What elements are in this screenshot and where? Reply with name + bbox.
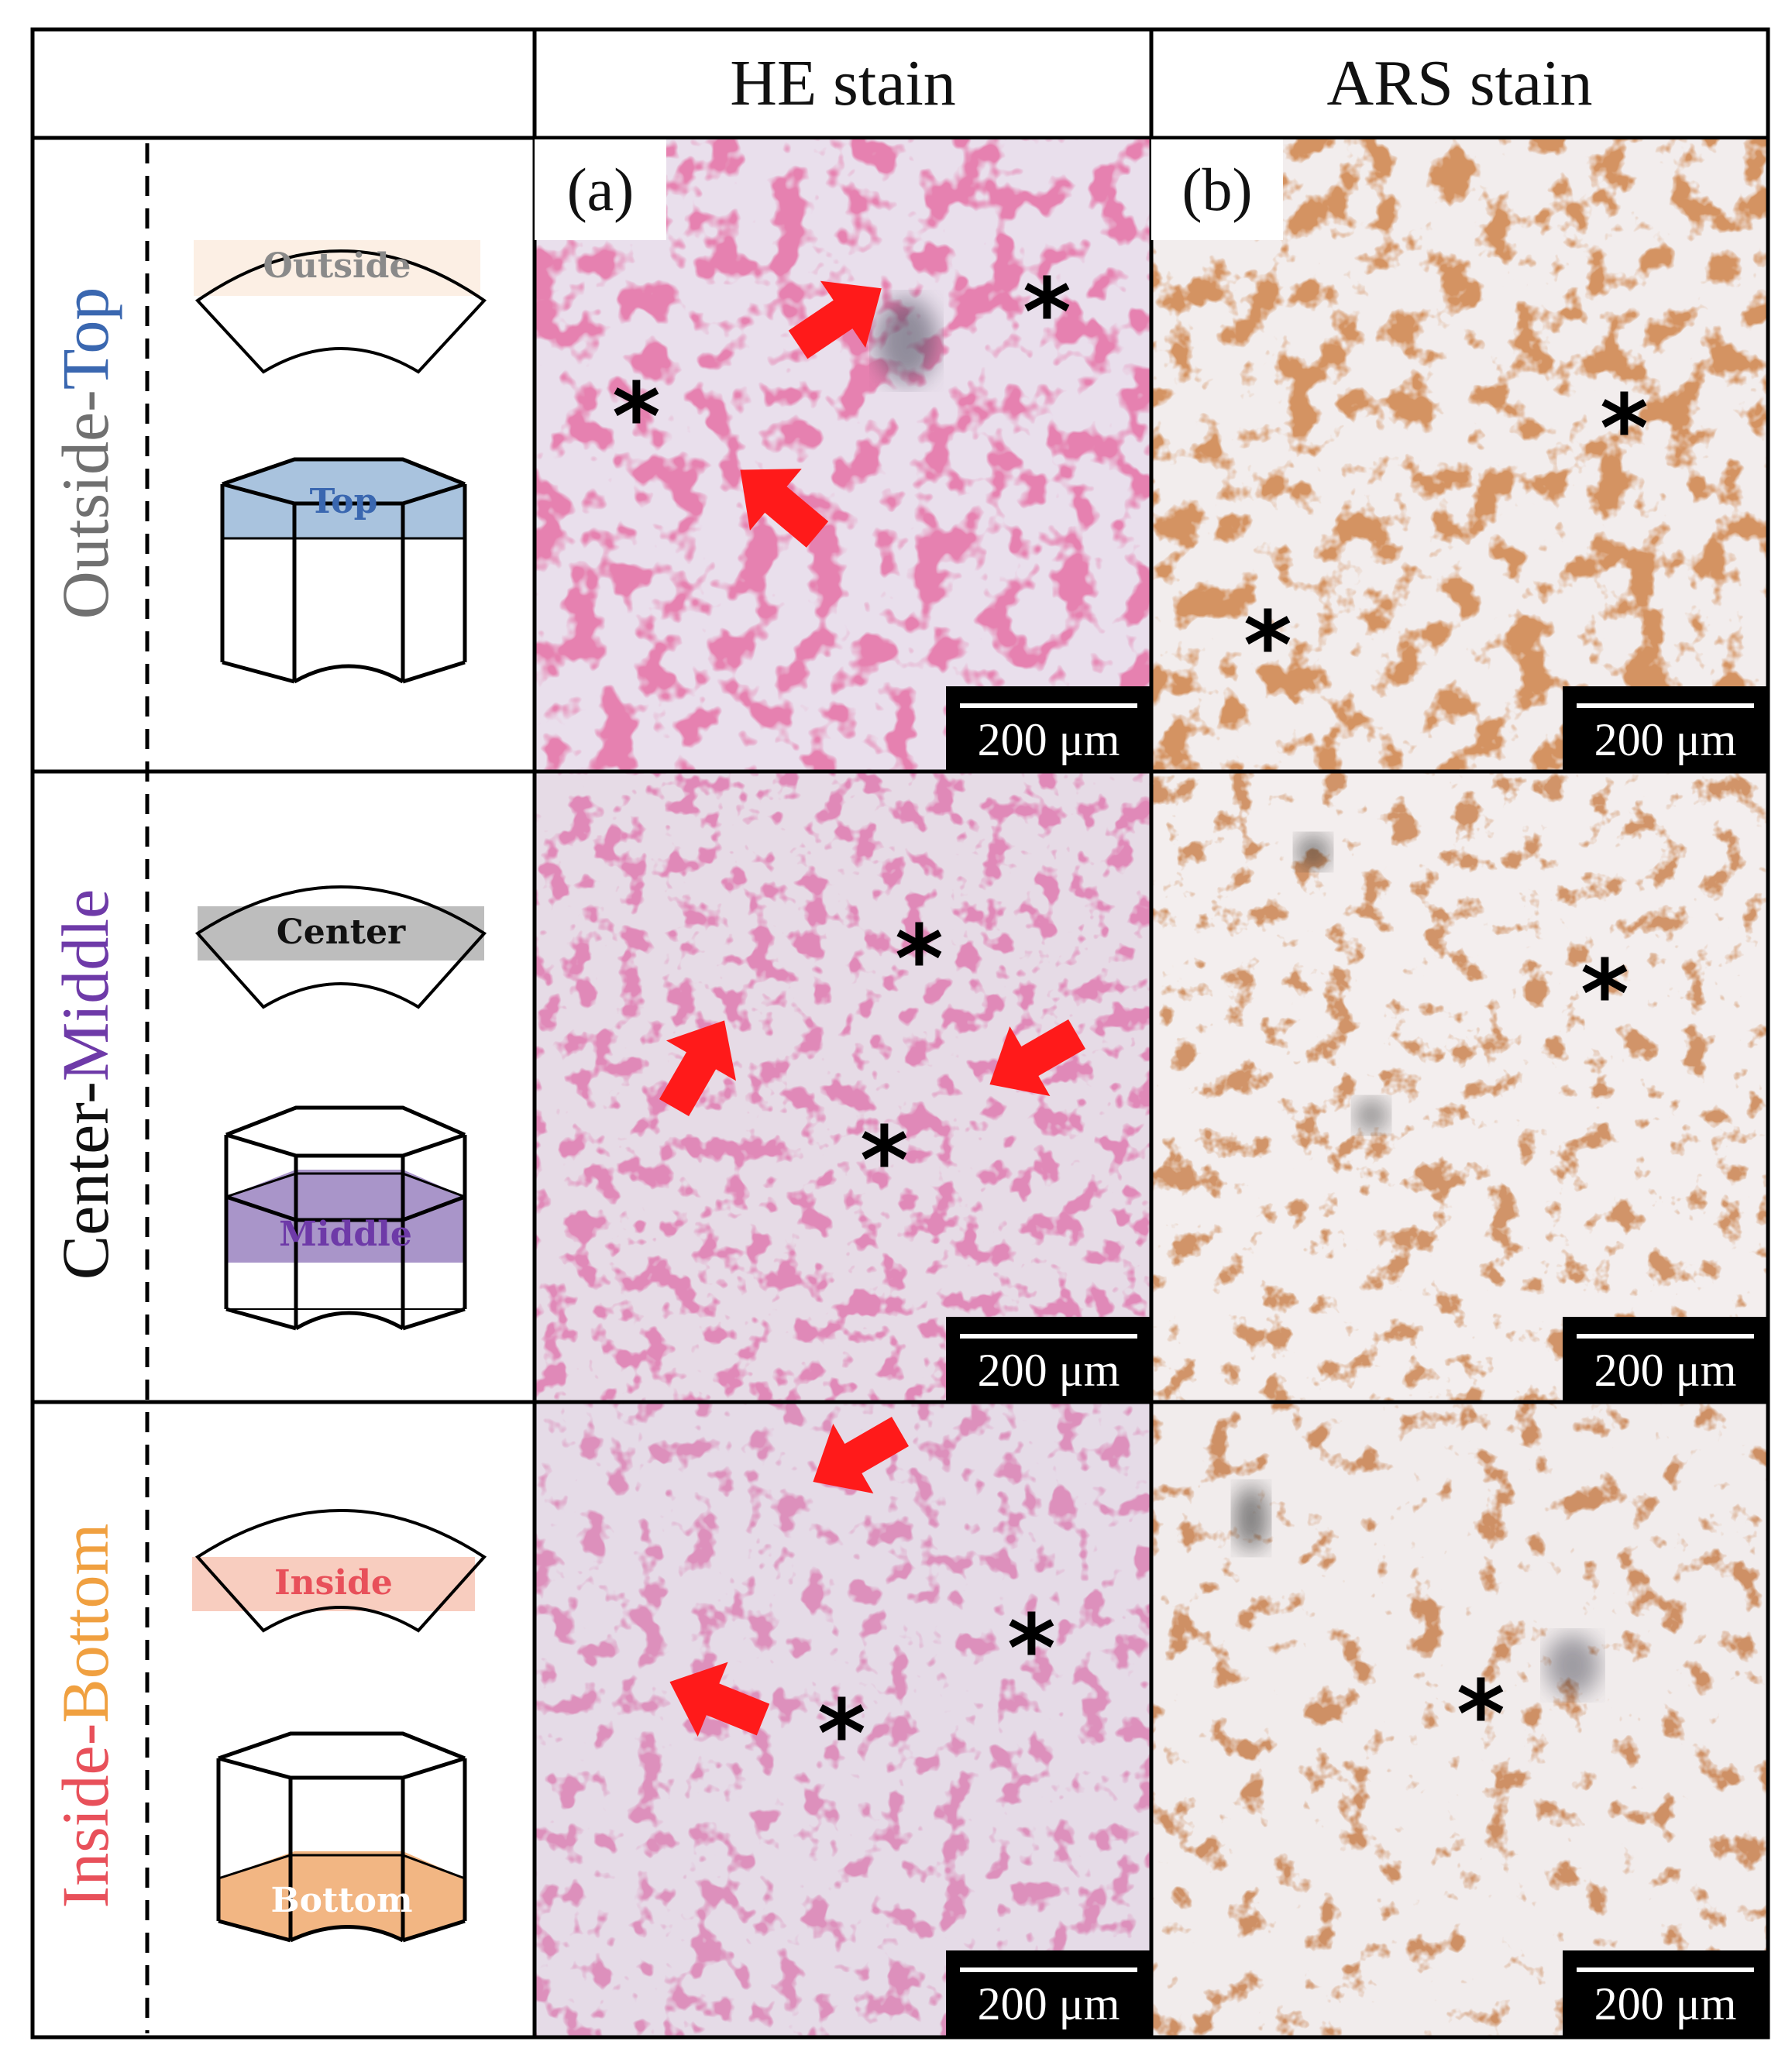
- panel-label-a: (a): [535, 139, 666, 240]
- scale-bar-label: 200 μm: [977, 1345, 1120, 1396]
- scale-bar-label: 200 μm: [977, 1978, 1120, 2029]
- scale-bar-line: [1577, 1334, 1754, 1339]
- row-title-part1: Center: [48, 1103, 122, 1280]
- row-title-sep: -: [48, 390, 122, 412]
- scale-bar-line: [1577, 1967, 1754, 1972]
- ars-panel-row2: [1151, 772, 1768, 1402]
- scale-bar: 200 μm: [946, 1950, 1151, 2036]
- row-title-part2: Middle: [48, 888, 122, 1082]
- scale-bar-label: 200 μm: [1594, 714, 1737, 765]
- asterisk-marker: *: [1600, 376, 1649, 483]
- prism-label-middle: Middle: [279, 1215, 412, 1254]
- row-title-part2: Bottom: [48, 1523, 122, 1723]
- asterisk-marker: *: [860, 1108, 909, 1215]
- scale-bar-line: [960, 703, 1137, 708]
- arrow-icon: [813, 1416, 909, 1494]
- asterisk-marker: *: [1580, 941, 1629, 1049]
- arc-label-inside: Inside: [274, 1563, 393, 1603]
- asterisk-marker: *: [895, 906, 944, 1014]
- header-ars-stain: ARS stain: [1326, 47, 1593, 119]
- arrow-icon: [788, 280, 882, 359]
- prism-label-top: Top: [309, 482, 378, 521]
- row-title-sep: -: [48, 1723, 122, 1746]
- asterisk-marker: *: [1457, 1662, 1505, 1769]
- he-panel-row2: [535, 772, 1151, 1402]
- prism-diagram-bottom: [216, 1731, 467, 1943]
- asterisk-marker: *: [1007, 1596, 1056, 1703]
- row-title-part1: Inside: [48, 1745, 122, 1909]
- scale-bar-line: [960, 1334, 1137, 1339]
- arc-label-outside: Outside: [263, 246, 411, 286]
- arrow-icon: [669, 1662, 770, 1737]
- red-arrows: [659, 280, 1085, 1737]
- panel-label-b: (b): [1151, 139, 1283, 240]
- arrow-icon: [740, 469, 829, 548]
- scale-bar: 200 μm: [946, 1317, 1151, 1402]
- he-panel-row3: [535, 1402, 1151, 2037]
- arc-diagram-center: [194, 885, 487, 1009]
- prism-label-bottom: Bottom: [270, 1881, 413, 1920]
- scale-bar: 200 μm: [1563, 686, 1768, 772]
- row-title-part1: Outside: [48, 411, 122, 620]
- scale-bar: 200 μm: [1563, 1317, 1768, 1402]
- prism-diagram-middle: [224, 1105, 467, 1331]
- arc-label-center: Center: [276, 912, 406, 952]
- row-title-sep: -: [48, 1081, 122, 1104]
- scale-bar-label: 200 μm: [1594, 1345, 1737, 1396]
- he-panel-row1: [535, 139, 1151, 772]
- scale-bar: 200 μm: [1563, 1950, 1768, 2036]
- row-title-outside-top: Outside-Top: [43, 221, 128, 686]
- arc-diagram-inside: [192, 1509, 487, 1633]
- header-he-stain: HE stain: [730, 47, 956, 119]
- panel-borders: [532, 138, 1770, 2040]
- prism-diagram-top: [220, 457, 467, 684]
- scale-bar-label: 200 μm: [1594, 1978, 1737, 2029]
- row-title-part2: Top: [48, 287, 122, 390]
- ars-panel-row3: [1151, 1402, 1768, 2037]
- asterisk-marker: *: [1243, 593, 1292, 700]
- ars-panel-row1: [1151, 139, 1768, 772]
- asterisk-marker: *: [817, 1681, 866, 1789]
- row-title-center-middle: Center-Middle: [43, 852, 128, 1317]
- arc-diagram-outside: [194, 240, 487, 374]
- scale-bar-line: [960, 1967, 1137, 1972]
- row-title-inside-bottom: Inside-Bottom: [43, 1483, 128, 1948]
- scale-bar: 200 μm: [946, 686, 1151, 772]
- asterisk-marker: *: [612, 364, 661, 472]
- scale-bar-label: 200 μm: [977, 714, 1120, 765]
- arrow-icon: [989, 1019, 1085, 1097]
- asterisk-marker: *: [1023, 259, 1071, 367]
- scale-bar-line: [1577, 703, 1754, 708]
- arrow-icon: [659, 1020, 737, 1116]
